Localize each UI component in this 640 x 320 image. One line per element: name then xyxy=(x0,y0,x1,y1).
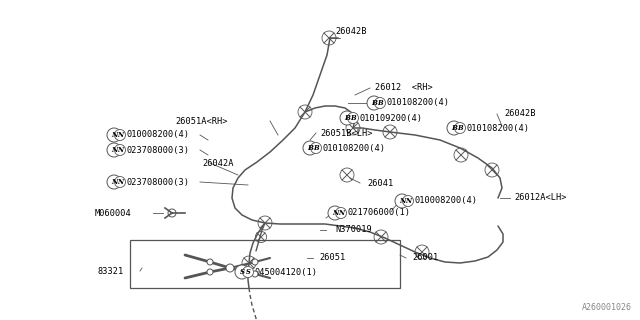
Text: B: B xyxy=(377,99,383,107)
Text: S: S xyxy=(246,268,250,276)
Bar xyxy=(130,240,400,288)
Text: 045004120(1): 045004120(1) xyxy=(255,268,317,276)
Circle shape xyxy=(374,98,385,108)
Text: 26041: 26041 xyxy=(367,179,393,188)
Text: 010108200(4): 010108200(4) xyxy=(387,99,449,108)
Text: N: N xyxy=(399,197,405,205)
Text: B: B xyxy=(371,99,377,107)
Text: 021706000(1): 021706000(1) xyxy=(348,209,410,218)
Text: A260001026: A260001026 xyxy=(582,303,632,312)
Circle shape xyxy=(207,269,213,275)
Text: N: N xyxy=(117,146,123,154)
Circle shape xyxy=(310,142,321,154)
Circle shape xyxy=(403,196,413,206)
Text: B: B xyxy=(313,144,319,152)
Circle shape xyxy=(115,130,125,140)
Circle shape xyxy=(447,121,461,135)
Text: 26042B: 26042B xyxy=(335,28,367,36)
Circle shape xyxy=(107,175,121,189)
Text: M060004: M060004 xyxy=(95,209,132,218)
Text: N: N xyxy=(117,178,123,186)
Text: 26042A: 26042A xyxy=(202,158,234,167)
Text: 26051A<RH>: 26051A<RH> xyxy=(175,116,227,125)
Text: 26051B<LH>: 26051B<LH> xyxy=(320,129,372,138)
Text: N370019: N370019 xyxy=(335,226,372,235)
Circle shape xyxy=(367,96,381,110)
Text: 26051: 26051 xyxy=(319,253,345,262)
Circle shape xyxy=(168,209,176,217)
Text: B: B xyxy=(457,124,463,132)
Text: B: B xyxy=(451,124,457,132)
Text: 010108200(4): 010108200(4) xyxy=(323,143,385,153)
Text: 26012  <RH>: 26012 <RH> xyxy=(375,84,433,92)
Text: S: S xyxy=(239,268,244,276)
Circle shape xyxy=(303,141,317,155)
Text: B: B xyxy=(344,114,350,122)
Text: 023708000(3): 023708000(3) xyxy=(127,146,189,155)
Text: 010008200(4): 010008200(4) xyxy=(127,131,189,140)
Text: 26042B: 26042B xyxy=(504,109,536,118)
Circle shape xyxy=(252,259,258,265)
Circle shape xyxy=(454,123,465,133)
Circle shape xyxy=(340,111,354,125)
Text: 26012A<LH>: 26012A<LH> xyxy=(514,194,566,203)
Circle shape xyxy=(115,145,125,156)
Text: 83321: 83321 xyxy=(97,267,124,276)
Circle shape xyxy=(243,267,253,277)
Circle shape xyxy=(348,113,358,124)
Circle shape xyxy=(107,143,121,157)
Text: 010008200(4): 010008200(4) xyxy=(415,196,477,205)
Circle shape xyxy=(252,271,258,277)
Text: B: B xyxy=(350,114,356,122)
Text: N: N xyxy=(332,209,338,217)
Circle shape xyxy=(226,264,234,272)
Text: N: N xyxy=(111,178,117,186)
Text: N: N xyxy=(405,197,411,205)
Text: N: N xyxy=(111,146,117,154)
Text: N: N xyxy=(117,131,123,139)
Circle shape xyxy=(207,259,213,265)
Text: 010108200(4): 010108200(4) xyxy=(467,124,529,132)
Text: 010109200(4): 010109200(4) xyxy=(360,114,422,123)
Text: N: N xyxy=(338,209,344,217)
Circle shape xyxy=(328,206,342,220)
Circle shape xyxy=(235,265,249,279)
Text: N: N xyxy=(111,131,117,139)
Circle shape xyxy=(107,128,121,142)
Text: B: B xyxy=(307,144,313,152)
Circle shape xyxy=(395,194,409,208)
Circle shape xyxy=(335,207,346,219)
Text: 26001: 26001 xyxy=(412,253,438,262)
Text: 023708000(3): 023708000(3) xyxy=(127,178,189,187)
Circle shape xyxy=(115,177,125,188)
